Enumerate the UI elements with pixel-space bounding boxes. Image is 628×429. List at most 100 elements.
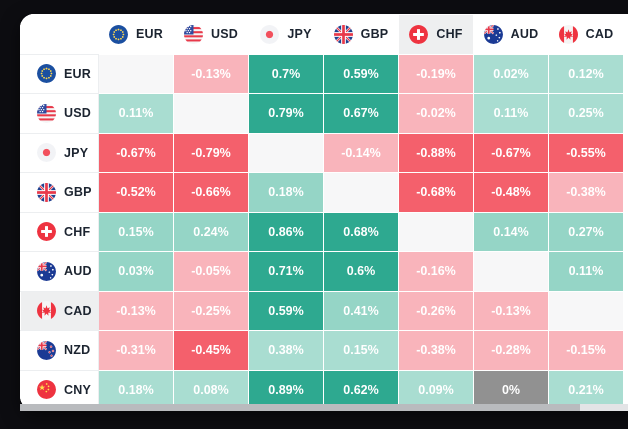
cell-nzd-jpy[interactable]: 0.38%: [248, 330, 324, 371]
cell-jpy-jpy[interactable]: [248, 132, 324, 173]
cell-jpy-chf[interactable]: -0.88%: [398, 132, 474, 173]
cell-usd-usd[interactable]: [173, 93, 249, 134]
cell-cny-chf[interactable]: 0.09%: [398, 369, 474, 410]
row-header-gbp[interactable]: GBP: [20, 172, 99, 213]
cell-eur-aud[interactable]: 0.02%: [473, 53, 549, 94]
flag-gbp-icon: [333, 24, 353, 44]
cell-nzd-gbp[interactable]: 0.15%: [323, 330, 399, 371]
cell-cad-aud[interactable]: -0.13%: [473, 290, 549, 331]
cell-gbp-gbp[interactable]: [323, 172, 399, 213]
cell-chf-jpy[interactable]: 0.86%: [248, 211, 324, 252]
flag-jpy-icon: [260, 24, 280, 44]
cell-jpy-eur[interactable]: -0.67%: [98, 132, 174, 173]
table-row: NZD -0.31% -0.45% 0.38% 0.15% -0.38% -0.28% -0.…: [20, 330, 628, 371]
cell-gbp-cad[interactable]: -0.38%: [548, 172, 624, 213]
cell-aud-usd[interactable]: -0.05%: [173, 251, 249, 292]
cell-usd-cad[interactable]: 0.25%: [548, 93, 624, 134]
table-row: CNY 0.18% 0.08% 0.89% 0.62% 0.09% 0% 0.21%: [20, 369, 628, 410]
header-cell-content: JPY: [21, 134, 98, 173]
cell-cad-eur[interactable]: -0.13%: [98, 290, 174, 331]
horizontal-scrollbar[interactable]: [20, 404, 628, 411]
cell-jpy-aud[interactable]: -0.67%: [473, 132, 549, 173]
cell-gbp-jpy[interactable]: 0.18%: [248, 172, 324, 213]
table-row: AUD 0.03% -0.05% 0.71% 0.6% -0.16% 0.11%: [20, 251, 628, 292]
header-cell-content: GBP: [21, 173, 98, 212]
cell-usd-aud[interactable]: 0.11%: [473, 93, 549, 134]
table-row: EUR -0.13% 0.7% 0.59% -0.19% 0.02% 0.12%: [20, 53, 628, 94]
currency-code-label: GBP: [360, 27, 389, 42]
cell-cny-gbp[interactable]: 0.62%: [323, 369, 399, 410]
flag-cny-icon: [37, 380, 56, 400]
cell-gbp-eur[interactable]: -0.52%: [98, 172, 174, 213]
cell-cad-jpy[interactable]: 0.59%: [248, 290, 324, 331]
row-header-usd[interactable]: USD: [20, 93, 99, 134]
cell-usd-eur[interactable]: 0.11%: [98, 93, 174, 134]
cell-nzd-chf[interactable]: -0.38%: [398, 330, 474, 371]
cell-aud-eur[interactable]: 0.03%: [98, 251, 174, 292]
cell-eur-cad[interactable]: 0.12%: [548, 53, 624, 94]
cell-gbp-usd[interactable]: -0.66%: [173, 172, 249, 213]
cell-eur-jpy[interactable]: 0.7%: [248, 53, 324, 94]
cell-nzd-cad[interactable]: -0.15%: [548, 330, 624, 371]
column-header-chf[interactable]: CHF: [398, 14, 474, 55]
cell-eur-gbp[interactable]: 0.59%: [323, 53, 399, 94]
cell-cny-usd[interactable]: 0.08%: [173, 369, 249, 410]
cell-cny-aud[interactable]: 0%: [473, 369, 549, 410]
cell-cad-gbp[interactable]: 0.41%: [323, 290, 399, 331]
cell-usd-chf[interactable]: -0.02%: [398, 93, 474, 134]
header-cell-content: AUD: [474, 15, 548, 54]
cell-aud-cad[interactable]: 0.11%: [548, 251, 624, 292]
currency-code-label: CAD: [585, 27, 614, 42]
header-cell-content: EUR: [21, 55, 98, 94]
cell-aud-aud[interactable]: [473, 251, 549, 292]
cell-cad-chf[interactable]: -0.26%: [398, 290, 474, 331]
header-cell-content: NZD: [21, 331, 98, 370]
column-header-jpy[interactable]: JPY: [248, 14, 324, 55]
cell-cny-cad[interactable]: 0.21%: [548, 369, 624, 410]
cell-chf-cad[interactable]: 0.27%: [548, 211, 624, 252]
cell-gbp-chf[interactable]: -0.68%: [398, 172, 474, 213]
cell-aud-jpy[interactable]: 0.71%: [248, 251, 324, 292]
cell-chf-aud[interactable]: 0.14%: [473, 211, 549, 252]
column-header-cad[interactable]: CAD: [548, 14, 624, 55]
row-header-nzd[interactable]: NZD: [20, 330, 99, 371]
flag-gbp-icon: [37, 182, 56, 202]
cell-aud-gbp[interactable]: 0.6%: [323, 251, 399, 292]
row-header-chf[interactable]: CHF: [20, 211, 99, 252]
column-header-usd[interactable]: USD: [173, 14, 249, 55]
cell-usd-gbp[interactable]: 0.67%: [323, 93, 399, 134]
cell-usd-jpy[interactable]: 0.79%: [248, 93, 324, 134]
cell-chf-eur[interactable]: 0.15%: [98, 211, 174, 252]
cell-chf-usd[interactable]: 0.24%: [173, 211, 249, 252]
cell-eur-eur[interactable]: [98, 53, 174, 94]
row-header-cny[interactable]: CNY: [20, 369, 99, 410]
cell-aud-chf[interactable]: -0.16%: [398, 251, 474, 292]
cell-cad-usd[interactable]: -0.25%: [173, 290, 249, 331]
cell-jpy-gbp[interactable]: -0.14%: [323, 132, 399, 173]
cell-nzd-usd[interactable]: -0.45%: [173, 330, 249, 371]
flag-usd-icon: [184, 24, 203, 44]
cell-gbp-aud[interactable]: -0.48%: [473, 172, 549, 213]
column-header-eur[interactable]: EUR: [98, 14, 174, 55]
cell-jpy-usd[interactable]: -0.79%: [173, 132, 249, 173]
cell-chf-chf[interactable]: [398, 211, 474, 252]
cell-nzd-aud[interactable]: -0.28%: [473, 330, 549, 371]
cell-nzd-eur[interactable]: -0.31%: [98, 330, 174, 371]
horizontal-scroll-thumb[interactable]: [20, 404, 580, 411]
row-header-eur[interactable]: EUR: [20, 53, 99, 94]
cell-cny-jpy[interactable]: 0.89%: [248, 369, 324, 410]
cell-chf-gbp[interactable]: 0.68%: [323, 211, 399, 252]
flag-cad-icon: [37, 301, 56, 321]
header-cell-content: JPY: [249, 15, 323, 54]
row-header-cad[interactable]: CAD: [20, 290, 99, 331]
flag-usd-icon: [37, 103, 56, 123]
column-header-aud[interactable]: AUD: [473, 14, 549, 55]
cell-eur-usd[interactable]: -0.13%: [173, 53, 249, 94]
cell-eur-chf[interactable]: -0.19%: [398, 53, 474, 94]
column-header-gbp[interactable]: GBP: [323, 14, 399, 55]
cell-cad-cad[interactable]: [548, 290, 624, 331]
row-header-jpy[interactable]: JPY: [20, 132, 99, 173]
cell-jpy-cad[interactable]: -0.55%: [548, 132, 624, 173]
row-header-aud[interactable]: AUD: [20, 251, 99, 292]
